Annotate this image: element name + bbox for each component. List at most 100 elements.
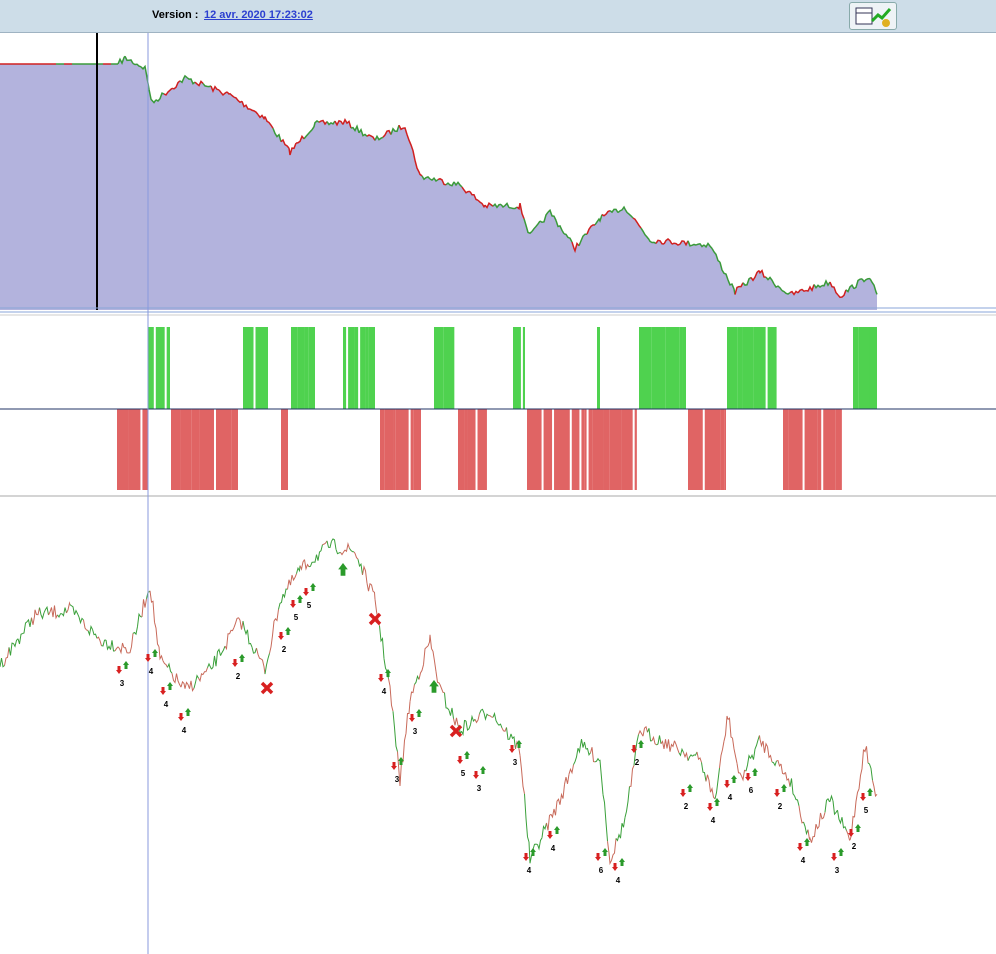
price-line (611, 838, 617, 861)
price-line (374, 134, 384, 141)
header-bar: Version : 12 avr. 2020 17:23:02 (0, 0, 996, 33)
price-line (734, 282, 744, 295)
buy-arrow (855, 824, 861, 832)
price-line (532, 843, 538, 850)
price-line (392, 711, 398, 752)
price-line (617, 205, 626, 214)
price-line (418, 664, 424, 680)
price-line (439, 684, 445, 694)
sell-arrow (724, 780, 730, 788)
price-line (163, 87, 173, 96)
price-line (437, 177, 447, 186)
buy-bar (597, 327, 600, 409)
price-line (220, 645, 226, 656)
price-line (8, 642, 14, 656)
price-line (198, 672, 204, 683)
price-line (229, 627, 235, 635)
sell-bar (413, 409, 421, 490)
price-line (861, 277, 871, 283)
price-line (272, 127, 282, 142)
price-line (331, 538, 337, 550)
price-line (624, 208, 634, 219)
price-line (719, 741, 725, 769)
price-line (500, 202, 510, 208)
price-line (813, 284, 823, 289)
price-line (453, 181, 463, 188)
buy-bar (166, 327, 170, 409)
price-line (759, 735, 764, 748)
buy-arrow (297, 595, 303, 603)
sell-bar (804, 409, 818, 490)
buy-arrow (429, 680, 439, 693)
chart-icon-button[interactable] (849, 2, 897, 30)
price-line (601, 209, 611, 217)
buy-arrow (480, 766, 486, 774)
buy-bar (737, 327, 743, 409)
buy-bar (742, 327, 754, 409)
price-line (148, 89, 157, 104)
price-line (578, 233, 588, 247)
signal-count: 6 (749, 786, 754, 795)
price-line (397, 751, 402, 787)
price-line (524, 793, 530, 843)
price-line (832, 800, 838, 816)
price-line (241, 101, 251, 110)
price-line (867, 762, 873, 781)
signal-count: 3 (120, 679, 125, 688)
price-line (445, 181, 455, 187)
price-line (750, 269, 760, 282)
price-line (687, 754, 693, 761)
price-line (247, 629, 253, 648)
price-line (295, 134, 305, 144)
price-line (640, 227, 650, 240)
price-line (469, 191, 479, 201)
price-line (501, 727, 507, 732)
price-line (388, 678, 394, 712)
sell-bar (458, 409, 465, 490)
buy-arrow (530, 848, 536, 856)
price-line (110, 640, 116, 652)
price-line (264, 116, 274, 129)
buy-arrow (464, 751, 470, 759)
price-line (736, 763, 742, 777)
price-line (798, 805, 804, 824)
price-line (335, 549, 341, 555)
sell-arrow (631, 745, 637, 753)
sell-bar (384, 409, 394, 490)
price-line (431, 648, 437, 672)
version-date[interactable]: 12 avr. 2020 17:23:02 (204, 9, 313, 21)
price-line (573, 748, 579, 765)
price-line (194, 80, 204, 87)
price-line (141, 598, 147, 618)
buy-arrow (619, 858, 625, 866)
price-line (273, 609, 279, 622)
price-line (78, 616, 84, 625)
sell-bar (603, 409, 610, 490)
sell-arrow (860, 793, 866, 801)
price-line (807, 829, 812, 843)
buy-arrow (338, 563, 348, 576)
price-line (674, 740, 680, 754)
sell-arrow (523, 853, 529, 861)
price-line (765, 276, 775, 285)
price-line (620, 817, 626, 839)
price-line (845, 284, 855, 293)
price-line (461, 186, 471, 194)
price-line (474, 713, 480, 724)
price-line (701, 762, 707, 782)
sell-arrow (680, 789, 686, 797)
price-line (382, 129, 392, 138)
price-line (815, 812, 821, 830)
price-line (829, 794, 834, 803)
price-line (696, 751, 702, 763)
price-line (470, 714, 476, 725)
buy-bar (682, 327, 686, 409)
price-line (497, 723, 503, 729)
price-line (326, 120, 336, 126)
price-line (427, 634, 432, 649)
signal-count: 5 (307, 601, 312, 610)
price-line (869, 278, 878, 295)
price-line (186, 76, 196, 85)
price-line (167, 662, 173, 674)
